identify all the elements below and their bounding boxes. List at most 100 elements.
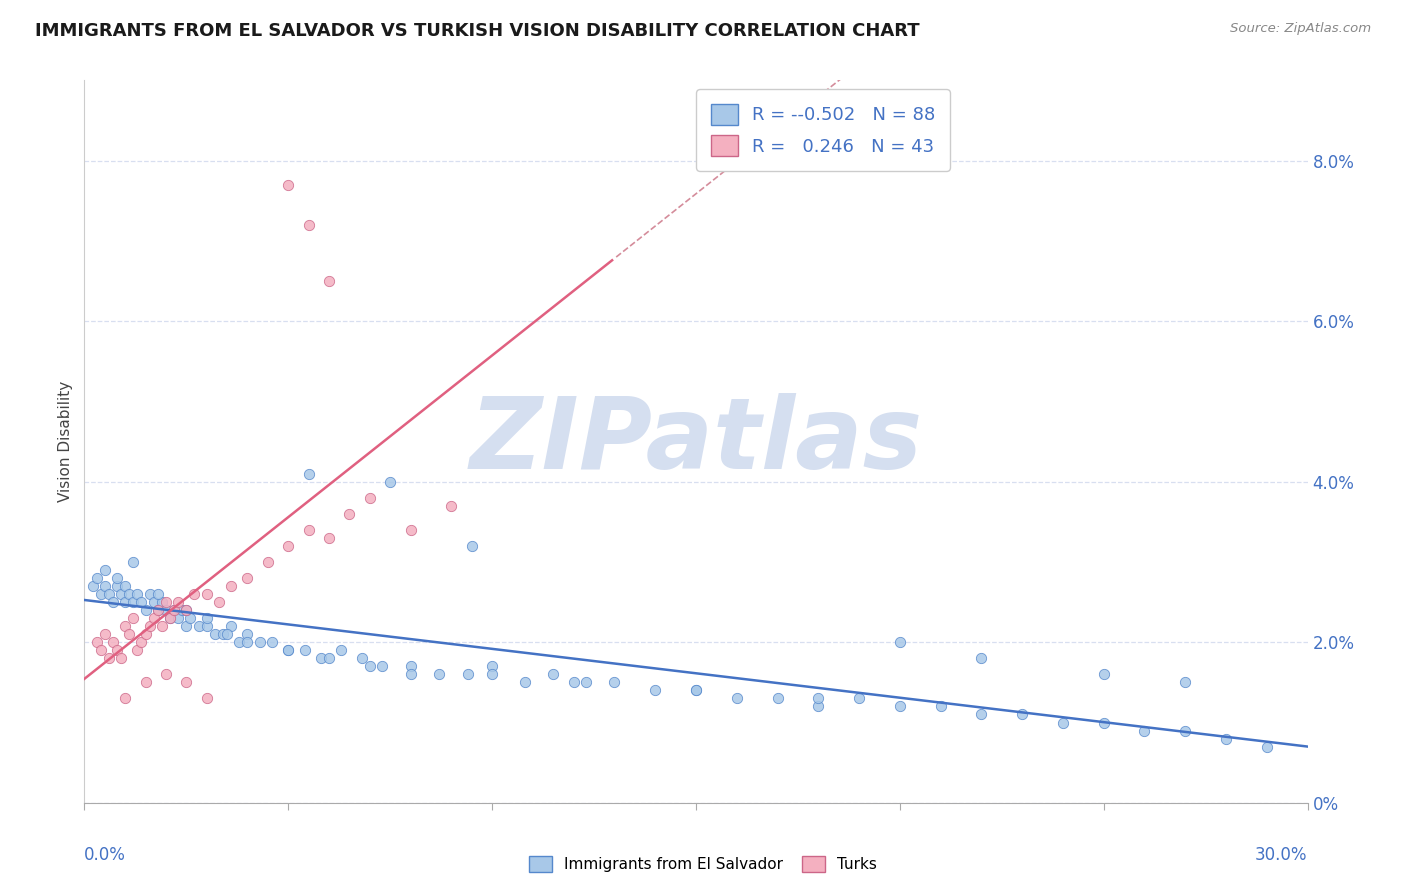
Point [371, 659, 394, 673]
Point [440, 499, 463, 513]
Point [174, 675, 197, 690]
Point [114, 619, 136, 633]
Point [359, 659, 381, 673]
Point [685, 683, 707, 698]
Point [142, 595, 165, 609]
Point [110, 651, 132, 665]
Point [1092, 715, 1115, 730]
Point [174, 603, 197, 617]
Point [461, 539, 484, 553]
Point [122, 611, 145, 625]
Point [163, 603, 186, 617]
Point [277, 643, 299, 657]
Point [172, 603, 194, 617]
Point [114, 579, 136, 593]
Point [219, 619, 242, 633]
Point [114, 595, 136, 609]
Point [380, 475, 402, 489]
Point [481, 659, 503, 673]
Point [208, 595, 231, 609]
Point [330, 643, 353, 657]
Point [105, 643, 128, 657]
Point [86, 635, 108, 649]
Point [93, 563, 115, 577]
Point [513, 675, 536, 690]
Point [807, 699, 830, 714]
Point [277, 643, 299, 657]
Text: 30.0%: 30.0% [1256, 847, 1308, 864]
Point [105, 579, 128, 593]
Point [725, 691, 748, 706]
Point [457, 667, 479, 681]
Point [101, 595, 124, 609]
Point [82, 579, 104, 593]
Point [399, 659, 422, 673]
Point [135, 603, 157, 617]
Point [212, 627, 235, 641]
Point [427, 667, 450, 681]
Point [101, 635, 124, 649]
Point [131, 595, 153, 609]
Point [562, 675, 585, 690]
Point [1174, 723, 1197, 738]
Point [174, 603, 197, 617]
Point [167, 595, 190, 609]
Point [1133, 723, 1156, 738]
Point [155, 603, 177, 617]
Point [277, 539, 299, 553]
Point [260, 635, 283, 649]
Point [146, 603, 169, 617]
Point [575, 675, 598, 690]
Point [195, 619, 218, 633]
Point [543, 667, 565, 681]
Point [155, 595, 177, 609]
Point [131, 635, 153, 649]
Point [195, 587, 218, 601]
Point [135, 627, 157, 641]
Point [167, 611, 190, 625]
Point [138, 619, 160, 633]
Y-axis label: Vision Disability: Vision Disability [58, 381, 73, 502]
Point [187, 619, 209, 633]
Point [350, 651, 373, 665]
Point [219, 579, 242, 593]
Point [1256, 739, 1278, 754]
Point [138, 587, 160, 601]
Point [93, 627, 115, 641]
Point [195, 611, 218, 625]
Point [318, 651, 340, 665]
Point [127, 587, 149, 601]
Point [298, 523, 321, 537]
Point [90, 643, 112, 657]
Legend: R = --0.502   N = 88, R =   0.246   N = 43: R = --0.502 N = 88, R = 0.246 N = 43 [696, 89, 950, 170]
Point [339, 507, 361, 521]
Point [97, 651, 120, 665]
Point [142, 611, 165, 625]
Point [127, 643, 149, 657]
Point [1215, 731, 1237, 746]
Text: IMMIGRANTS FROM EL SALVADOR VS TURKISH VISION DISABILITY CORRELATION CHART: IMMIGRANTS FROM EL SALVADOR VS TURKISH V… [35, 22, 920, 40]
Point [122, 595, 145, 609]
Point [174, 619, 197, 633]
Point [309, 651, 332, 665]
Point [122, 555, 145, 569]
Point [179, 611, 201, 625]
Point [118, 587, 141, 601]
Point [848, 691, 870, 706]
Point [228, 635, 250, 649]
Point [159, 611, 181, 625]
Point [90, 587, 112, 601]
Point [298, 467, 321, 481]
Point [217, 627, 239, 641]
Point [93, 579, 115, 593]
Point [399, 667, 422, 681]
Text: Source: ZipAtlas.com: Source: ZipAtlas.com [1230, 22, 1371, 36]
Point [1052, 715, 1074, 730]
Point [159, 611, 181, 625]
Point [163, 603, 186, 617]
Point [195, 691, 218, 706]
Point [86, 571, 108, 585]
Point [1174, 675, 1197, 690]
Point [249, 635, 271, 649]
Point [150, 595, 173, 609]
